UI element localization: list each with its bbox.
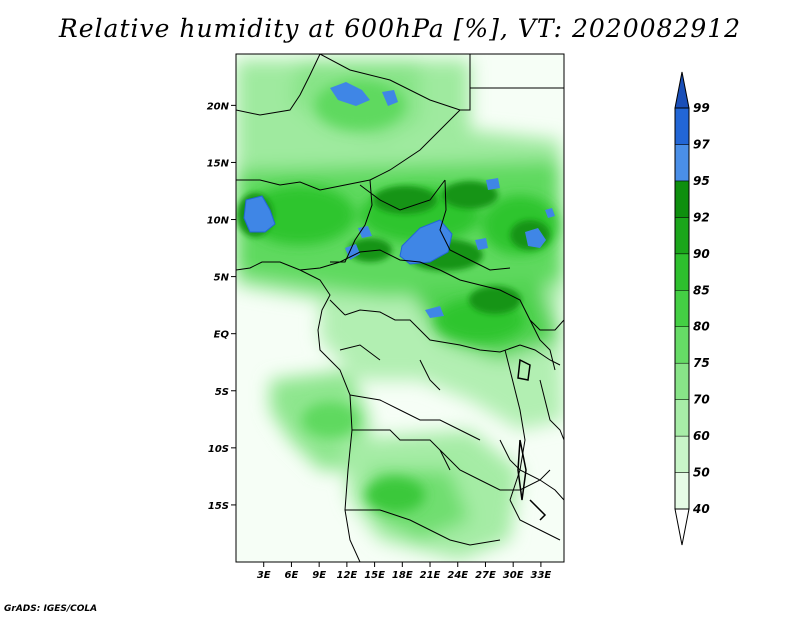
colorbar-label: 70 xyxy=(693,393,710,407)
lon-tick-label: 27E xyxy=(475,570,496,581)
colorbar-segment xyxy=(674,362,690,400)
humidity-field xyxy=(236,54,564,562)
lon-tick-label: 6E xyxy=(285,570,299,581)
colorbar-label: 80 xyxy=(693,320,710,334)
colorbar: 40 50 60 70 75 80 85 90 92 95 97 99 xyxy=(674,71,710,546)
colorbar-label: 95 xyxy=(693,174,710,188)
lon-tick-label: 18E xyxy=(392,570,413,581)
colorbar-label: 75 xyxy=(693,356,710,370)
lon-tick-label: 21E xyxy=(420,570,441,581)
colorbar-label: 97 xyxy=(693,137,710,151)
colorbar-label: 90 xyxy=(693,247,710,261)
lat-tick-label: EQ xyxy=(214,330,230,341)
lat-tick-label: 15S xyxy=(208,501,229,512)
latitude-ticks: 20N 15N 10N 5N EQ 5S 10S 15S xyxy=(207,101,236,512)
lon-tick-label: 15E xyxy=(364,570,385,581)
colorbar-segment xyxy=(674,253,690,291)
colorbar-over-triangle xyxy=(674,71,690,109)
colorbar-label: 60 xyxy=(693,429,710,443)
saturated-patches xyxy=(243,82,555,318)
colorbar-segment xyxy=(674,472,690,510)
colorbar-segment xyxy=(674,217,690,255)
lat-tick-label: 20N xyxy=(207,101,230,112)
lon-tick-label: 24E xyxy=(447,570,468,581)
lat-tick-label: 10S xyxy=(208,444,229,455)
colorbar-segment xyxy=(674,290,690,327)
map-title: Relative humidity at 600hPa [%], VT: 202… xyxy=(58,14,742,43)
lon-tick-label: 9E xyxy=(312,570,326,581)
lat-tick-label: 5S xyxy=(215,387,229,398)
lake-outlines xyxy=(517,358,547,521)
lon-tick-label: 12E xyxy=(336,570,357,581)
colorbar-segment xyxy=(674,399,690,437)
colorbar-under-triangle xyxy=(674,508,690,546)
colorbar-segment xyxy=(674,435,690,473)
colorbar-label: 99 xyxy=(693,101,710,115)
country-borders xyxy=(236,54,564,562)
colorbar-label: 50 xyxy=(693,466,710,480)
lat-tick-label: 10N xyxy=(207,216,230,227)
colorbar-label: 92 xyxy=(693,210,710,224)
colorbar-label: 85 xyxy=(693,283,710,297)
lon-tick-label: 30E xyxy=(503,570,524,581)
credit-label: GrADS: IGES/COLA xyxy=(4,604,98,614)
map-frame xyxy=(235,53,565,563)
lat-tick-label: 5N xyxy=(214,273,230,284)
colorbar-segment xyxy=(674,107,690,145)
colorbar-segment xyxy=(674,326,690,364)
colorbar-segment xyxy=(674,180,690,218)
lon-tick-label: 3E xyxy=(257,570,271,581)
colorbar-frame xyxy=(674,107,690,510)
longitude-ticks: 3E 6E 9E 12E 15E 18E 21E 24E 27E 30E 33E xyxy=(257,562,552,581)
lon-tick-label: 33E xyxy=(531,570,552,581)
colorbar-label: 40 xyxy=(692,502,710,516)
lat-tick-label: 15N xyxy=(207,158,230,169)
colorbar-segment xyxy=(674,144,690,182)
